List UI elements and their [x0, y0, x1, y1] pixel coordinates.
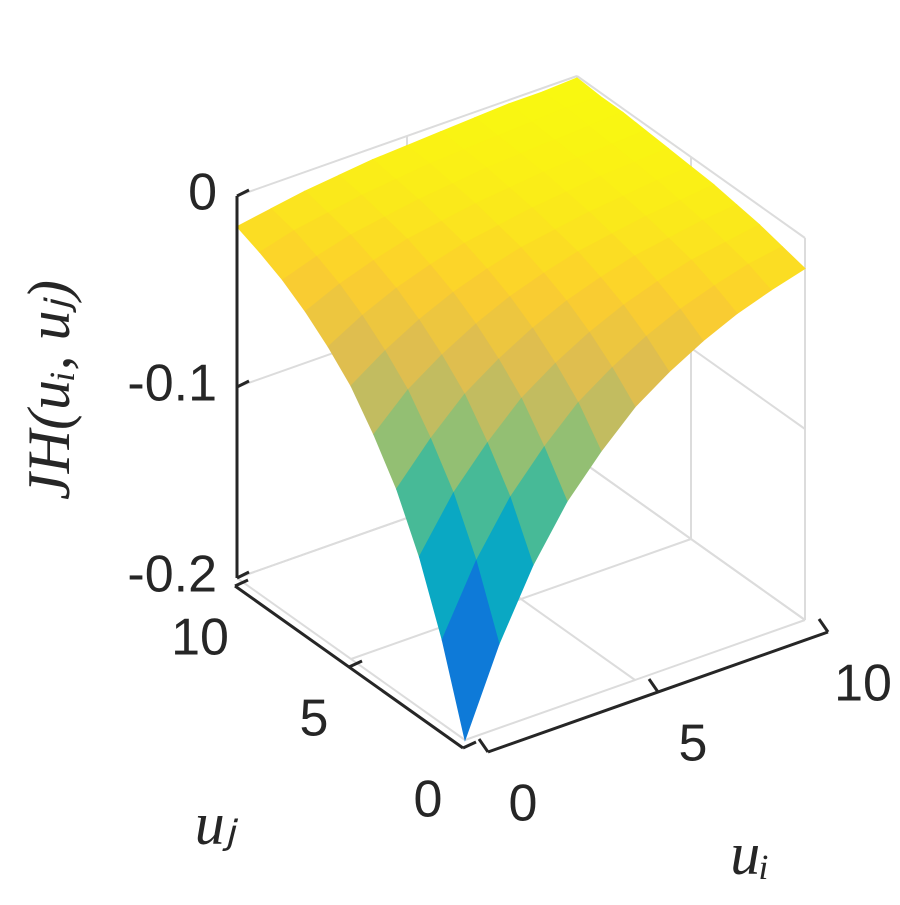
surface [236, 77, 806, 742]
grid-line [350, 538, 692, 660]
x-axis-label: uᵢ [730, 821, 770, 887]
y-axis-label: uⱼ [195, 791, 239, 857]
tick-mark [462, 740, 477, 750]
y-tick-label: 0 [414, 771, 443, 829]
z-tick-label: -0.1 [127, 355, 217, 413]
tick-mark [647, 678, 660, 693]
tick-mark [817, 618, 830, 633]
surface-cell [441, 559, 500, 742]
z-tick-label: -0.2 [127, 546, 217, 604]
axes: -0.2 -0.1 0 0 5 10 0 5 10 [127, 164, 892, 833]
tick-mark [236, 188, 250, 198]
x-tick-label: 0 [509, 775, 538, 833]
x-tick-label: 10 [834, 655, 892, 713]
tick-mark [348, 659, 363, 669]
tick-mark [236, 570, 250, 580]
grid-line [464, 619, 806, 741]
y-tick-label: 10 [171, 609, 229, 667]
z-tick-label: 0 [188, 164, 217, 222]
z-axis-label: JH(uᵢ, uⱼ) [16, 280, 82, 500]
tick-mark [236, 379, 250, 389]
tick-mark [477, 738, 490, 753]
tick-mark [234, 578, 249, 588]
x-tick-label: 5 [679, 715, 708, 773]
y-tick-label: 5 [300, 690, 329, 748]
